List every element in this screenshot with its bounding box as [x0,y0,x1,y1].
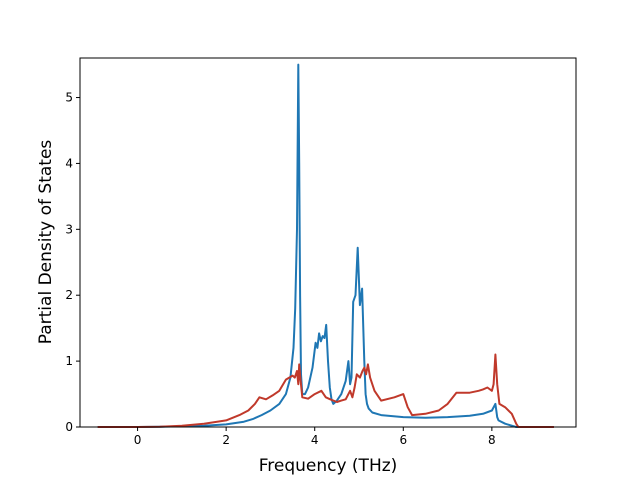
y-axis-label: Partial Density of States [36,140,56,345]
y-tick-label: 2 [65,288,73,302]
y-tick-label: 0 [65,420,73,434]
series-line-2 [97,353,554,428]
x-axis: 0 2 4 6 8 [134,427,496,447]
series-line-1 [97,63,554,428]
plot-frame [79,57,577,428]
x-tick-label: 2 [222,433,230,447]
y-tick-label: 5 [65,91,73,105]
x-tick-label: 4 [311,433,319,447]
x-tick-label: 8 [488,433,496,447]
y-tick-label: 3 [65,222,73,236]
y-tick-label: 1 [65,354,73,368]
y-tick-label: 4 [65,156,73,170]
y-axis: 0 1 2 3 4 5 [65,91,80,434]
x-axis-label: Frequency (THz) [259,456,398,476]
x-tick-label: 6 [399,433,407,447]
series-layer [97,63,554,428]
x-tick-label: 0 [134,433,142,447]
